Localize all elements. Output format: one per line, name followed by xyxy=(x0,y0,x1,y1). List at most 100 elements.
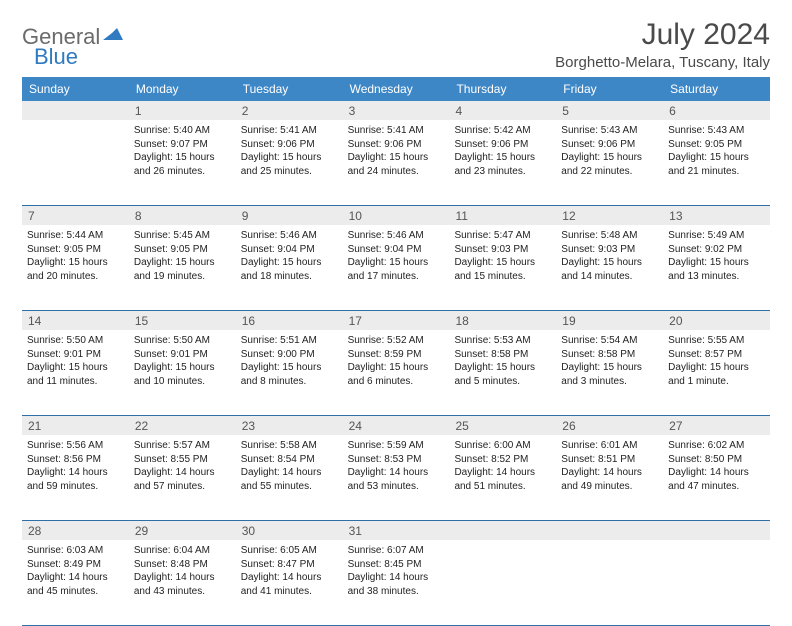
sunset-text: Sunset: 9:07 PM xyxy=(134,138,231,152)
weekday-header: Friday xyxy=(556,77,663,101)
sunset-text: Sunset: 8:58 PM xyxy=(454,348,551,362)
daylight-text-1: Daylight: 15 hours xyxy=(668,256,765,270)
day-cell: Sunrise: 5:54 AMSunset: 8:58 PMDaylight:… xyxy=(556,330,663,415)
day-cell: Sunrise: 6:04 AMSunset: 8:48 PMDaylight:… xyxy=(129,540,236,625)
sunset-text: Sunset: 9:03 PM xyxy=(454,243,551,257)
logo-triangle-icon xyxy=(102,23,124,46)
day-cell: Sunrise: 5:55 AMSunset: 8:57 PMDaylight:… xyxy=(663,330,770,415)
day-cell xyxy=(663,540,770,625)
daylight-text-1: Daylight: 15 hours xyxy=(134,361,231,375)
day-number: 31 xyxy=(343,521,450,540)
sunrise-text: Sunrise: 6:02 AM xyxy=(668,439,765,453)
daylight-text-1: Daylight: 14 hours xyxy=(454,466,551,480)
daylight-text-1: Daylight: 15 hours xyxy=(27,361,124,375)
day-cell: Sunrise: 6:00 AMSunset: 8:52 PMDaylight:… xyxy=(449,435,556,520)
daylight-text-2: and 8 minutes. xyxy=(241,375,338,389)
day-cell: Sunrise: 5:53 AMSunset: 8:58 PMDaylight:… xyxy=(449,330,556,415)
daylight-text-1: Daylight: 15 hours xyxy=(561,256,658,270)
daylight-text-1: Daylight: 15 hours xyxy=(134,256,231,270)
sunrise-text: Sunrise: 5:45 AM xyxy=(134,229,231,243)
daylight-text-2: and 45 minutes. xyxy=(27,585,124,599)
sunrise-text: Sunrise: 5:46 AM xyxy=(241,229,338,243)
daylight-text-1: Daylight: 14 hours xyxy=(561,466,658,480)
title-block: July 2024 Borghetto-Melara, Tuscany, Ita… xyxy=(555,18,770,71)
week-row: Sunrise: 5:56 AMSunset: 8:56 PMDaylight:… xyxy=(22,435,770,521)
weekday-header: Thursday xyxy=(449,77,556,101)
sunset-text: Sunset: 9:04 PM xyxy=(241,243,338,257)
daylight-text-1: Daylight: 15 hours xyxy=(454,151,551,165)
day-number: 5 xyxy=(556,101,663,120)
day-cell: Sunrise: 5:59 AMSunset: 8:53 PMDaylight:… xyxy=(343,435,450,520)
sunset-text: Sunset: 8:54 PM xyxy=(241,453,338,467)
day-cell: Sunrise: 5:49 AMSunset: 9:02 PMDaylight:… xyxy=(663,225,770,310)
daylight-text-2: and 11 minutes. xyxy=(27,375,124,389)
day-number: 24 xyxy=(343,416,450,435)
daylight-text-2: and 57 minutes. xyxy=(134,480,231,494)
daylight-text-1: Daylight: 15 hours xyxy=(668,361,765,375)
day-number: 17 xyxy=(343,311,450,330)
daylight-text-2: and 41 minutes. xyxy=(241,585,338,599)
day-number: 8 xyxy=(129,206,236,225)
weekday-header: Wednesday xyxy=(343,77,450,101)
sunset-text: Sunset: 8:47 PM xyxy=(241,558,338,572)
daylight-text-2: and 17 minutes. xyxy=(348,270,445,284)
sunset-text: Sunset: 8:50 PM xyxy=(668,453,765,467)
day-number: 27 xyxy=(663,416,770,435)
sunset-text: Sunset: 8:55 PM xyxy=(134,453,231,467)
day-cell: Sunrise: 6:02 AMSunset: 8:50 PMDaylight:… xyxy=(663,435,770,520)
day-number: 18 xyxy=(449,311,556,330)
day-number-row: 21222324252627 xyxy=(22,416,770,435)
sunrise-text: Sunrise: 5:53 AM xyxy=(454,334,551,348)
sunrise-text: Sunrise: 5:44 AM xyxy=(27,229,124,243)
sunset-text: Sunset: 8:53 PM xyxy=(348,453,445,467)
day-cell: Sunrise: 5:43 AMSunset: 9:05 PMDaylight:… xyxy=(663,120,770,205)
day-cell: Sunrise: 5:50 AMSunset: 9:01 PMDaylight:… xyxy=(129,330,236,415)
week-row: Sunrise: 5:50 AMSunset: 9:01 PMDaylight:… xyxy=(22,330,770,416)
daylight-text-2: and 3 minutes. xyxy=(561,375,658,389)
sunset-text: Sunset: 9:06 PM xyxy=(454,138,551,152)
sunrise-text: Sunrise: 5:50 AM xyxy=(27,334,124,348)
daylight-text-2: and 43 minutes. xyxy=(134,585,231,599)
day-number: 14 xyxy=(22,311,129,330)
sunrise-text: Sunrise: 6:03 AM xyxy=(27,544,124,558)
daylight-text-1: Daylight: 15 hours xyxy=(348,361,445,375)
daylight-text-1: Daylight: 15 hours xyxy=(27,256,124,270)
sunset-text: Sunset: 8:49 PM xyxy=(27,558,124,572)
day-cell xyxy=(22,120,129,205)
daylight-text-2: and 59 minutes. xyxy=(27,480,124,494)
week-row: Sunrise: 5:44 AMSunset: 9:05 PMDaylight:… xyxy=(22,225,770,311)
daylight-text-2: and 18 minutes. xyxy=(241,270,338,284)
sunrise-text: Sunrise: 5:58 AM xyxy=(241,439,338,453)
daylight-text-1: Daylight: 14 hours xyxy=(27,571,124,585)
day-number: 20 xyxy=(663,311,770,330)
day-cell: Sunrise: 5:46 AMSunset: 9:04 PMDaylight:… xyxy=(236,225,343,310)
daylight-text-2: and 10 minutes. xyxy=(134,375,231,389)
daylight-text-1: Daylight: 15 hours xyxy=(454,256,551,270)
sunrise-text: Sunrise: 5:41 AM xyxy=(348,124,445,138)
day-cell xyxy=(556,540,663,625)
week-row: Sunrise: 6:03 AMSunset: 8:49 PMDaylight:… xyxy=(22,540,770,626)
daylight-text-2: and 19 minutes. xyxy=(134,270,231,284)
daylight-text-1: Daylight: 15 hours xyxy=(454,361,551,375)
day-number: 11 xyxy=(449,206,556,225)
header: General July 2024 Borghetto-Melara, Tusc… xyxy=(22,18,770,71)
sunset-text: Sunset: 8:58 PM xyxy=(561,348,658,362)
day-number: 6 xyxy=(663,101,770,120)
sunrise-text: Sunrise: 5:43 AM xyxy=(668,124,765,138)
day-cell: Sunrise: 5:45 AMSunset: 9:05 PMDaylight:… xyxy=(129,225,236,310)
day-cell: Sunrise: 5:50 AMSunset: 9:01 PMDaylight:… xyxy=(22,330,129,415)
day-cell: Sunrise: 5:40 AMSunset: 9:07 PMDaylight:… xyxy=(129,120,236,205)
daylight-text-2: and 15 minutes. xyxy=(454,270,551,284)
sunset-text: Sunset: 9:01 PM xyxy=(27,348,124,362)
sunset-text: Sunset: 9:03 PM xyxy=(561,243,658,257)
sunrise-text: Sunrise: 5:48 AM xyxy=(561,229,658,243)
daylight-text-2: and 26 minutes. xyxy=(134,165,231,179)
sunrise-text: Sunrise: 5:51 AM xyxy=(241,334,338,348)
day-number: 22 xyxy=(129,416,236,435)
sunrise-text: Sunrise: 6:05 AM xyxy=(241,544,338,558)
day-number xyxy=(22,101,129,120)
daylight-text-2: and 22 minutes. xyxy=(561,165,658,179)
daylight-text-1: Daylight: 15 hours xyxy=(348,151,445,165)
sunset-text: Sunset: 9:05 PM xyxy=(27,243,124,257)
daylight-text-2: and 1 minute. xyxy=(668,375,765,389)
